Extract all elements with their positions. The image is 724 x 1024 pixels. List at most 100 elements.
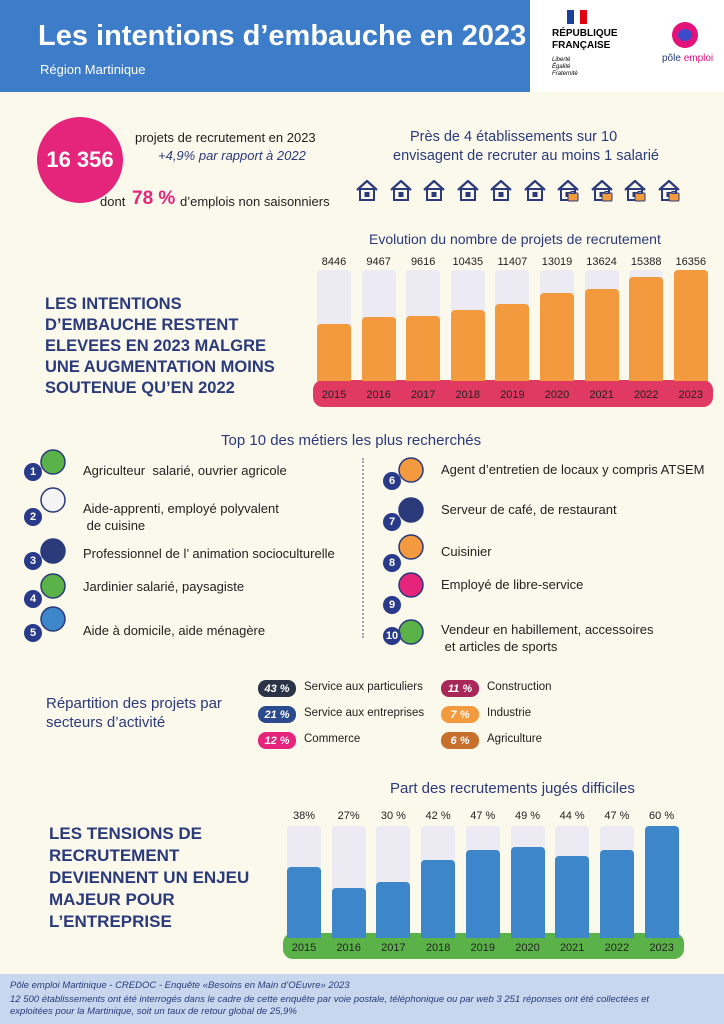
x-tick-label: 2022 bbox=[633, 389, 659, 401]
footer-method-1: 12 500 établissements ont été interrogés… bbox=[10, 994, 650, 1005]
data-label: 44 % bbox=[559, 810, 585, 822]
job-icon bbox=[396, 455, 426, 485]
year-axis-band bbox=[313, 380, 713, 407]
house-icon bbox=[355, 178, 379, 202]
sector-label: Commerce bbox=[304, 733, 361, 745]
x-tick-label: 2021 bbox=[589, 389, 614, 401]
bar bbox=[406, 315, 441, 381]
bar bbox=[450, 310, 485, 381]
job-icon bbox=[38, 536, 68, 566]
job-rank-badge: 5 bbox=[24, 624, 42, 642]
job-label: Jardinier salarié, paysagiste bbox=[83, 579, 245, 594]
job-rank-badge: 6 bbox=[383, 472, 401, 490]
x-tick-label: 2016 bbox=[366, 389, 391, 401]
x-tick-label: 2022 bbox=[604, 942, 630, 954]
house-icon bbox=[657, 178, 681, 202]
sectors-title: Répartition des projets par secteurs d’a… bbox=[46, 695, 222, 731]
sector-pct-badge: 21 % bbox=[258, 706, 296, 723]
data-label: 60 % bbox=[649, 810, 675, 822]
total-projects-label: projets de recrutement en 2023 bbox=[135, 130, 316, 145]
x-tick-label: 2020 bbox=[544, 389, 570, 401]
header: Les intentions d’embauche en 2023 Région… bbox=[0, 0, 724, 92]
job-label: Serveur de café, de restaurant bbox=[441, 502, 617, 517]
job-icon bbox=[38, 485, 68, 515]
x-tick-label: 2020 bbox=[515, 942, 540, 954]
non-seasonal-prefix: dont bbox=[100, 194, 126, 209]
job-label: Agriculteur salarié, ouvrier agricole bbox=[83, 463, 287, 478]
job-rank-badge: 7 bbox=[383, 513, 401, 531]
sector-pct-badge: 6 % bbox=[441, 732, 479, 749]
job-icon bbox=[38, 571, 68, 601]
x-tick-label: 2023 bbox=[649, 942, 674, 954]
chart2-title: Part des recrutements jugés difficiles bbox=[390, 780, 635, 797]
job-label: Cuisinier bbox=[441, 544, 492, 559]
house-icon bbox=[456, 178, 480, 202]
job-rank-badge: 8 bbox=[383, 554, 401, 572]
x-tick-label: 2015 bbox=[321, 389, 347, 401]
bar bbox=[331, 887, 366, 938]
job-icon bbox=[38, 604, 68, 634]
establishments-line2: envisagent de recruter au moins 1 salari… bbox=[393, 148, 659, 164]
bar bbox=[421, 859, 456, 938]
data-label: 49 % bbox=[514, 810, 541, 822]
pole-emploi-logo-icon bbox=[672, 22, 698, 48]
sector-label: Service aux entreprises bbox=[304, 707, 425, 719]
data-label: 38% bbox=[292, 810, 316, 822]
x-tick-label: 2018 bbox=[425, 942, 451, 954]
republique-motto: Liberté Égalité Fraternité bbox=[552, 57, 578, 77]
pole-emploi-logo-text: pôle emploi bbox=[662, 53, 714, 64]
x-tick-label: 2016 bbox=[336, 942, 361, 954]
footer-source: Pôle emploi Martinique - CREDOC - Enquêt… bbox=[10, 980, 350, 991]
non-seasonal-pct: 78 % bbox=[132, 188, 176, 209]
header-band bbox=[0, 0, 530, 92]
establishments-line1: Près de 4 établissements sur 10 bbox=[410, 129, 618, 145]
page-subtitle: Région Martinique bbox=[40, 62, 146, 77]
data-label: 9616 bbox=[410, 256, 436, 268]
data-label: 13019 bbox=[541, 256, 573, 268]
x-tick-label: 2017 bbox=[381, 942, 406, 954]
bar bbox=[629, 276, 664, 381]
data-label: 15388 bbox=[630, 256, 662, 268]
job-rank-badge: 1 bbox=[24, 463, 42, 481]
job-rank-badge: 2 bbox=[24, 508, 42, 526]
data-label: 10435 bbox=[452, 256, 484, 268]
job-icon bbox=[396, 532, 426, 562]
bar bbox=[540, 292, 574, 381]
data-label: 11407 bbox=[497, 256, 528, 268]
bar bbox=[361, 316, 396, 381]
data-label: 42 % bbox=[425, 810, 451, 822]
non-seasonal-suffix: d’emplois non saisonniers bbox=[180, 194, 330, 209]
house-icon bbox=[422, 178, 446, 202]
job-rank-badge: 10 bbox=[383, 627, 401, 645]
data-label: 16356 bbox=[675, 256, 707, 268]
page-title: Les intentions d’embauche en 2023 bbox=[38, 20, 527, 52]
house-icon bbox=[623, 178, 647, 202]
bar bbox=[599, 850, 634, 938]
bar bbox=[287, 867, 321, 938]
bar bbox=[510, 846, 545, 938]
house-icon bbox=[389, 178, 413, 202]
top10-title: Top 10 des métiers les plus recherchés bbox=[221, 432, 482, 449]
sector-pct-badge: 11 % bbox=[441, 680, 479, 697]
house-icon bbox=[489, 178, 513, 202]
headline-tensions: LES TENSIONS DE RECRUTEMENT DEVIENNENT U… bbox=[49, 824, 250, 931]
bar bbox=[317, 323, 351, 381]
job-icon bbox=[396, 495, 426, 525]
job-label: Professionnel de l’ animation sociocultu… bbox=[83, 546, 335, 561]
job-rank-badge: 3 bbox=[24, 552, 42, 570]
x-tick-label: 2019 bbox=[470, 942, 496, 954]
bar bbox=[644, 826, 679, 938]
job-label: Aide-apprenti, employé polyvalent de cui… bbox=[83, 501, 279, 533]
sector-label: Agriculture bbox=[487, 733, 542, 745]
bar bbox=[465, 850, 500, 938]
x-tick-label: 2023 bbox=[678, 389, 704, 401]
sector-label: Construction bbox=[487, 681, 552, 693]
data-label: 8446 bbox=[321, 256, 347, 268]
data-label: 47 % bbox=[470, 810, 496, 822]
x-tick-label: 2019 bbox=[500, 389, 525, 401]
footer: Pôle emploi Martinique - CREDOC - Enquêt… bbox=[0, 974, 724, 1024]
data-label: 30 % bbox=[380, 810, 406, 822]
data-label: 27% bbox=[337, 810, 360, 822]
job-icon bbox=[396, 570, 426, 600]
house-icon bbox=[590, 178, 614, 202]
